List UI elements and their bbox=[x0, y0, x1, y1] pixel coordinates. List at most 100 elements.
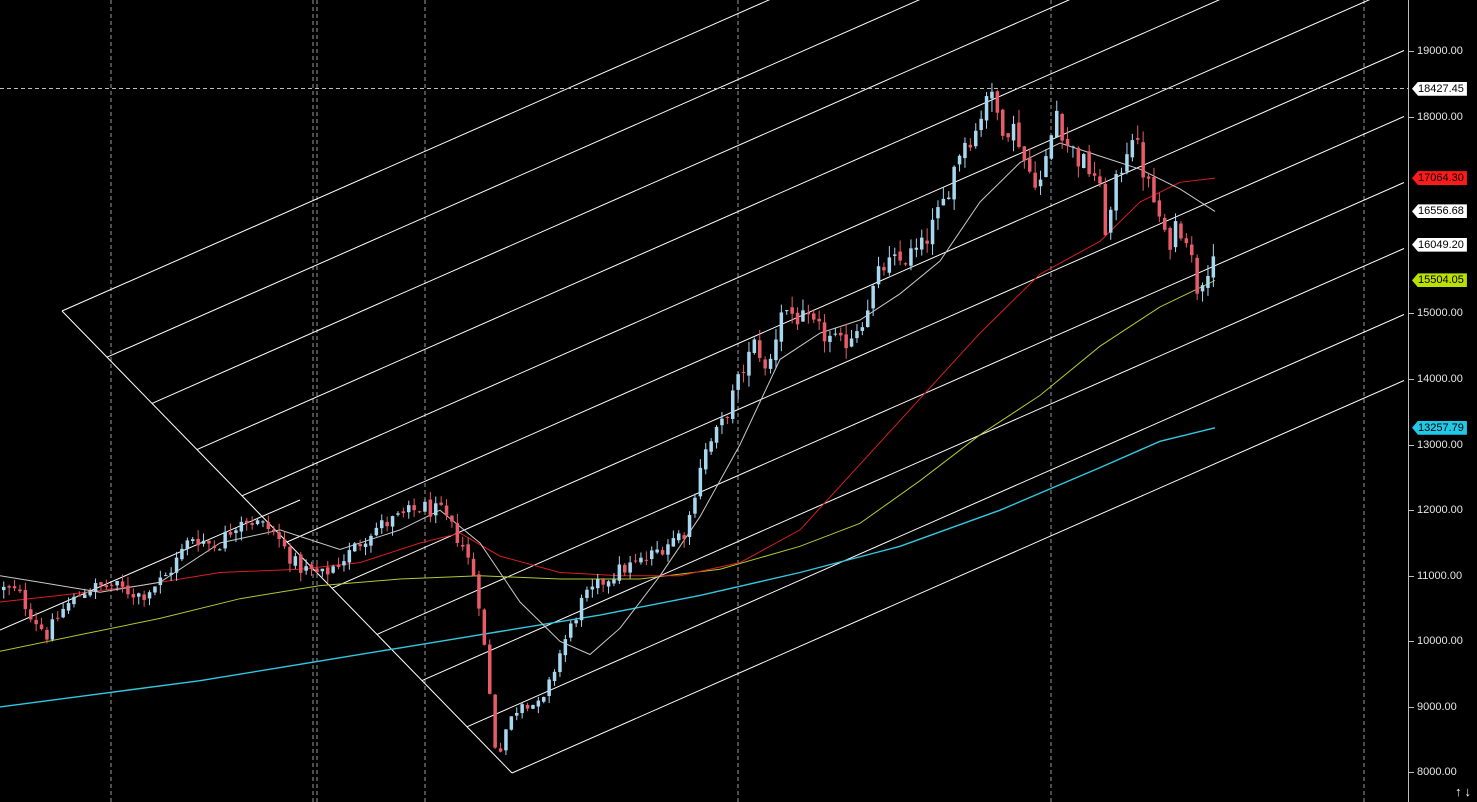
candle-down bbox=[1163, 217, 1167, 230]
price-tag: 13257.79 bbox=[1412, 420, 1467, 435]
channel-line bbox=[511, 380, 1405, 774]
candle-up bbox=[407, 505, 411, 513]
candle-down bbox=[444, 505, 449, 516]
candle-up bbox=[515, 712, 519, 716]
candle-up bbox=[1071, 146, 1075, 148]
price-tick-mark bbox=[1409, 379, 1414, 381]
candle-down bbox=[660, 550, 665, 555]
candle-up bbox=[552, 671, 557, 682]
candle-down bbox=[817, 318, 821, 322]
candle-up bbox=[947, 197, 951, 200]
candle-down bbox=[682, 535, 686, 539]
price-tick-mark bbox=[1409, 313, 1414, 315]
candle-up bbox=[536, 700, 541, 707]
candle-down bbox=[39, 624, 44, 630]
candle-down bbox=[207, 540, 211, 544]
price-tick-label: 18000.00 bbox=[1417, 110, 1463, 123]
candle-up bbox=[617, 564, 622, 581]
candle-up bbox=[1200, 285, 1205, 292]
candle-down bbox=[498, 748, 503, 752]
candle-down bbox=[601, 579, 605, 585]
price-tag: 17064.30 bbox=[1412, 171, 1467, 186]
candle-up bbox=[639, 557, 643, 563]
candle-down bbox=[725, 416, 730, 418]
candle-up bbox=[1038, 179, 1043, 187]
candle-up bbox=[1109, 209, 1113, 233]
candle-down bbox=[315, 568, 319, 573]
price-tick-label: 14000.00 bbox=[1417, 373, 1463, 386]
candle-down bbox=[1001, 109, 1005, 136]
candle-up bbox=[704, 449, 708, 470]
candle-up bbox=[768, 358, 773, 369]
price-tick-mark bbox=[1409, 772, 1414, 774]
candle-up bbox=[396, 513, 400, 515]
price-axis[interactable]: 8000.00 9000.00 10000.00 11000.00 12000.00 13… bbox=[1408, 0, 1477, 802]
candle-up bbox=[223, 531, 227, 549]
candle-down bbox=[1168, 228, 1172, 250]
price-tick-label: 9000.00 bbox=[1417, 700, 1457, 713]
price-tick-mark bbox=[1409, 116, 1414, 118]
candle-up bbox=[963, 142, 967, 159]
candle-down bbox=[401, 511, 406, 514]
candle-down bbox=[795, 312, 800, 325]
candle-down bbox=[1190, 244, 1194, 256]
candle-down bbox=[1065, 138, 1070, 146]
candle-down bbox=[29, 609, 33, 620]
price-tick-mark bbox=[1409, 510, 1414, 512]
candle-up bbox=[979, 118, 983, 131]
price-tick-label: 15000.00 bbox=[1417, 307, 1463, 320]
moving-average-lines bbox=[0, 142, 1216, 708]
price-tag: 18427.45 bbox=[1412, 81, 1467, 96]
candle-up bbox=[137, 593, 141, 597]
candle-up bbox=[218, 549, 222, 551]
candle-up bbox=[914, 247, 919, 250]
candle-up bbox=[828, 335, 832, 342]
candle-up bbox=[936, 207, 940, 219]
candle-down bbox=[126, 585, 130, 595]
candle-down bbox=[23, 589, 28, 610]
candle-down bbox=[477, 574, 481, 609]
candle-down bbox=[450, 515, 454, 522]
candle-down bbox=[358, 544, 362, 547]
candle-up bbox=[185, 540, 190, 550]
candle-up bbox=[1114, 174, 1118, 211]
candle-up bbox=[239, 521, 244, 532]
candle-down bbox=[1087, 151, 1091, 175]
candle-down bbox=[412, 505, 416, 511]
candle-up bbox=[353, 543, 357, 552]
channel-line bbox=[376, 182, 1405, 635]
candle-down bbox=[968, 144, 973, 148]
price-tick-mark bbox=[1409, 444, 1414, 446]
candle-up bbox=[380, 520, 384, 529]
candle-up bbox=[871, 285, 875, 309]
candle-up bbox=[390, 516, 395, 527]
candle-up bbox=[153, 586, 157, 593]
candle-down bbox=[882, 266, 886, 271]
candle-down bbox=[1028, 158, 1032, 172]
candle-up bbox=[147, 592, 152, 599]
candle-down bbox=[428, 499, 433, 517]
scroll-down-icon[interactable]: ↓ bbox=[1464, 784, 1472, 799]
price-tick-label: 19000.00 bbox=[1417, 45, 1463, 58]
candle-up bbox=[957, 155, 962, 165]
scroll-arrows: ↑ ↓ bbox=[1455, 785, 1471, 798]
candle-down bbox=[104, 585, 109, 588]
candle-down bbox=[272, 529, 276, 532]
candle-up bbox=[887, 257, 892, 273]
candle-up bbox=[342, 561, 346, 566]
candle-down bbox=[1006, 133, 1010, 138]
candle-up bbox=[941, 198, 946, 206]
candle-down bbox=[385, 522, 389, 527]
candle-up bbox=[1044, 156, 1048, 178]
candle-down bbox=[525, 704, 530, 709]
candle-down bbox=[45, 629, 49, 640]
candle-up bbox=[801, 310, 805, 322]
candle-down bbox=[1098, 176, 1102, 184]
candle-down bbox=[1076, 147, 1081, 167]
candle-up bbox=[677, 533, 681, 541]
price-plot-area[interactable] bbox=[0, 0, 1408, 802]
candle-up bbox=[191, 539, 195, 541]
scroll-up-icon[interactable]: ↑ bbox=[1455, 784, 1462, 799]
candle-up bbox=[2, 586, 6, 591]
